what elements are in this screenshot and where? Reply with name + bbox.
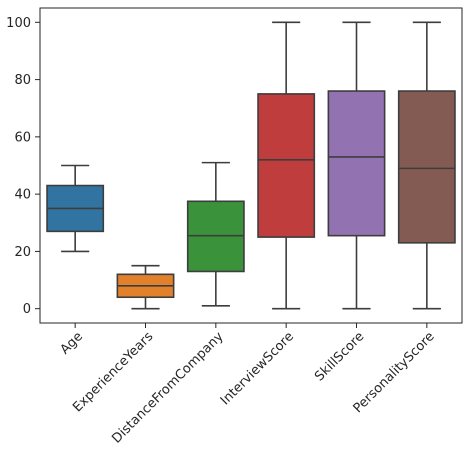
y-tick-label-100: 100 <box>6 16 31 31</box>
y-tick-label-60: 60 <box>14 130 31 145</box>
box-skill-score <box>327 90 386 237</box>
box-interview-score <box>257 93 316 238</box>
x-tick-label-distance-from-company: DistanceFromCompany <box>109 329 227 445</box>
y-tick-label-80: 80 <box>14 73 31 88</box>
plot-frame <box>39 7 463 324</box>
y-tick-label-40: 40 <box>14 188 31 203</box>
y-tick-label-0: 0 <box>23 302 31 317</box>
x-tick-label-age: Age <box>58 329 86 357</box>
x-tick-label-interview-score: InterviewScore <box>218 329 297 408</box>
x-tick-label-skill-score: SkillScore <box>312 329 367 384</box>
box-personality-score <box>397 90 456 244</box>
y-tick-label-20: 20 <box>14 245 31 260</box>
